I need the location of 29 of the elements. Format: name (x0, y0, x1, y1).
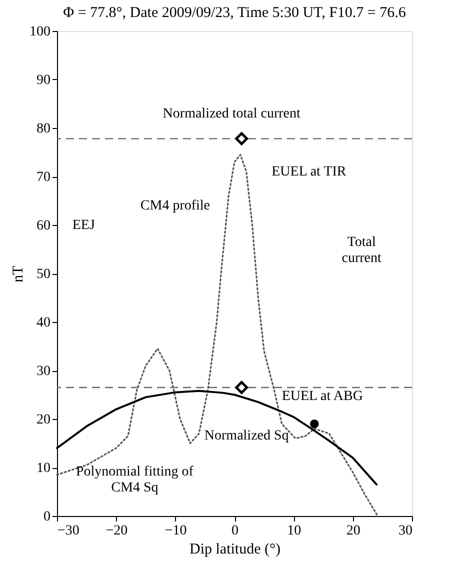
x-tick-label: −10 (164, 524, 187, 538)
annotation: CM4 profile (140, 198, 210, 214)
y-axis-title: nT (10, 266, 26, 282)
y-tick-label: 70 (36, 170, 50, 185)
annotation: Normalized total current (162, 106, 301, 122)
chart-title: Φ = 77.8°, Date 2009/09/23, Time 5:30 UT, F10.7 = 76.6 (63, 5, 406, 21)
y-tick-label: 40 (36, 316, 50, 330)
annotation: Normalized Sq (204, 428, 289, 444)
x-tick-label: 0 (232, 524, 238, 538)
annotation: EUEL at TIR (272, 164, 347, 180)
y-tick-label: 50 (36, 267, 50, 282)
annotation: Polynomial fitting of CM4 Sq (76, 464, 194, 496)
x-tick-label: 20 (346, 524, 360, 538)
x-tick-label: −30 (58, 524, 80, 538)
y-tick-label: 30 (36, 364, 50, 379)
annotation: Total current (342, 234, 382, 266)
y-tick-label: 60 (36, 218, 50, 234)
y-tick-label: 90 (36, 73, 50, 88)
y-tick-label: 20 (36, 412, 50, 428)
x-tick-label: 30 (398, 524, 412, 538)
y-tick-label: 100 (30, 24, 50, 40)
y-tick-label: 0 (44, 510, 50, 524)
annotation: EEJ (72, 218, 96, 233)
x-tick-label: 10 (287, 524, 302, 538)
y-tick-label: 10 (36, 461, 50, 476)
y-tick-label: 80 (36, 122, 50, 136)
x-tick-label: −20 (106, 524, 128, 538)
x-axis-title: Dip latitude (°) (190, 542, 280, 558)
annotation: EUEL at ABG (282, 388, 363, 404)
